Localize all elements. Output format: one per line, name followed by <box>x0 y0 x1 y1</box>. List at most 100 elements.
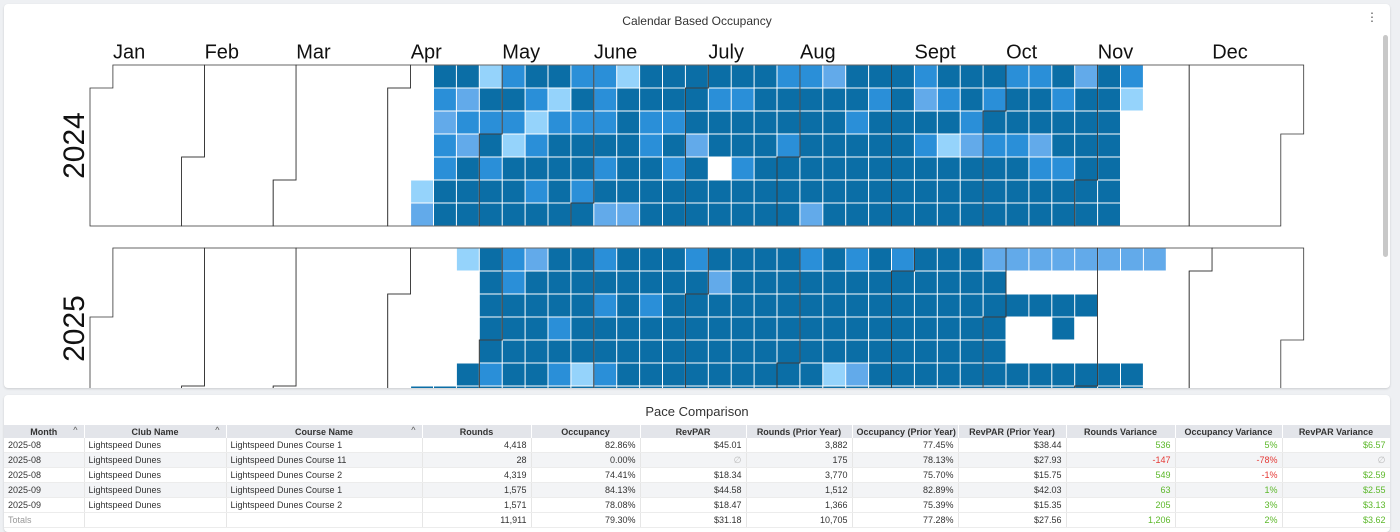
column-header[interactable]: Occupancy <box>531 425 641 438</box>
day-cell <box>640 340 662 363</box>
pace-table: Month ^ Club Name ^ Course Name ^ Rounds Occupa… <box>4 425 1390 528</box>
table-cell: 2025-08 <box>4 467 85 483</box>
column-header[interactable]: Month ^ <box>4 425 85 438</box>
day-cell <box>731 111 754 134</box>
day-cell <box>914 386 937 388</box>
day-cell <box>731 180 754 203</box>
day-cell <box>869 294 891 317</box>
day-cell <box>502 180 525 203</box>
day-cell <box>571 386 594 388</box>
sort-icon[interactable]: ^ <box>215 425 220 435</box>
day-cell <box>731 317 754 340</box>
day-cell <box>846 248 869 271</box>
day-cell <box>479 294 502 317</box>
month-label: Sept <box>915 41 957 63</box>
sort-icon[interactable]: ^ <box>73 425 78 435</box>
table-cell: 63 <box>1066 482 1176 498</box>
column-header[interactable]: Rounds <box>422 425 532 438</box>
day-cell <box>846 363 869 386</box>
day-cell <box>411 386 433 388</box>
day-cell <box>777 340 800 363</box>
day-cell <box>640 294 662 317</box>
table-cell: 82.86% <box>531 438 641 453</box>
day-cell <box>823 271 846 294</box>
day-cell <box>777 157 800 180</box>
column-header[interactable]: RevPAR (Prior Year) <box>958 425 1067 438</box>
column-header[interactable]: Occupancy (Prior Year) <box>852 425 959 438</box>
day-cell <box>685 386 708 388</box>
day-cell <box>1052 294 1075 317</box>
day-cell <box>1075 363 1098 386</box>
day-cell <box>640 203 662 226</box>
day-cell <box>777 134 800 157</box>
day-cell <box>1098 111 1120 134</box>
day-cell <box>548 180 571 203</box>
day-cell <box>1006 157 1029 180</box>
column-header[interactable]: Club Name ^ <box>84 425 227 438</box>
column-header[interactable]: Occupancy Variance <box>1175 425 1283 438</box>
day-cell <box>434 111 456 134</box>
day-cell <box>731 65 754 88</box>
table-cell: 28 <box>422 452 532 468</box>
day-cell <box>685 134 708 157</box>
day-cell <box>800 363 823 386</box>
day-cell <box>434 88 456 111</box>
day-cell <box>937 88 960 111</box>
scrollbar[interactable] <box>1383 35 1388 257</box>
table-cell: $2.59 <box>1282 467 1390 483</box>
day-cell <box>777 88 800 111</box>
day-cell <box>892 386 914 388</box>
day-cell <box>1006 386 1029 388</box>
day-cell <box>640 180 662 203</box>
day-cell <box>479 248 502 271</box>
day-cell <box>1006 111 1029 134</box>
day-cell <box>983 134 1006 157</box>
column-header[interactable]: RevPAR Variance <box>1282 425 1390 438</box>
day-cell <box>1121 65 1143 88</box>
day-cell <box>617 65 640 88</box>
day-cell <box>617 180 640 203</box>
day-cell <box>800 111 823 134</box>
day-cell <box>685 294 708 317</box>
day-cell <box>892 294 914 317</box>
column-header[interactable]: Rounds Variance <box>1066 425 1176 438</box>
day-cell <box>731 294 754 317</box>
day-cell <box>685 203 708 226</box>
table-cell: Lightspeed Dunes <box>84 452 227 468</box>
day-cell <box>571 340 594 363</box>
day-cell <box>869 203 891 226</box>
day-cell <box>708 88 731 111</box>
day-cell <box>983 386 1006 388</box>
totals-cell: $3.62 <box>1282 512 1390 528</box>
day-cell <box>479 386 502 388</box>
day-cell <box>754 134 777 157</box>
day-cell <box>1098 363 1120 386</box>
day-cell <box>617 157 640 180</box>
day-cell <box>1052 386 1075 388</box>
table-row: 2025-09 Lightspeed Dunes Lightspeed Dunes … <box>4 497 1390 513</box>
month-label: Feb <box>205 41 239 63</box>
day-cell <box>548 157 571 180</box>
sort-icon[interactable]: ^ <box>411 425 416 435</box>
day-cell <box>1006 134 1029 157</box>
column-header[interactable]: RevPAR <box>640 425 747 438</box>
day-cell <box>754 65 777 88</box>
day-cell <box>1098 203 1120 226</box>
day-cell <box>479 363 502 386</box>
day-cell <box>983 157 1006 180</box>
day-cell <box>823 386 846 388</box>
column-header[interactable]: Rounds (Prior Year) <box>746 425 853 438</box>
column-header[interactable]: Course Name ^ <box>226 425 423 438</box>
table-row: 2025-08 Lightspeed Dunes Lightspeed Dunes … <box>4 467 1390 483</box>
day-cell <box>914 248 937 271</box>
day-cell <box>937 180 960 203</box>
menu-button[interactable]: ⋮ <box>1366 10 1378 24</box>
day-cell <box>777 203 800 226</box>
day-cell <box>663 180 685 203</box>
day-cell <box>685 65 708 88</box>
day-cell <box>685 271 708 294</box>
day-cell <box>434 180 456 203</box>
day-cell <box>983 203 1006 226</box>
day-cell <box>754 157 777 180</box>
day-cell <box>411 203 433 226</box>
